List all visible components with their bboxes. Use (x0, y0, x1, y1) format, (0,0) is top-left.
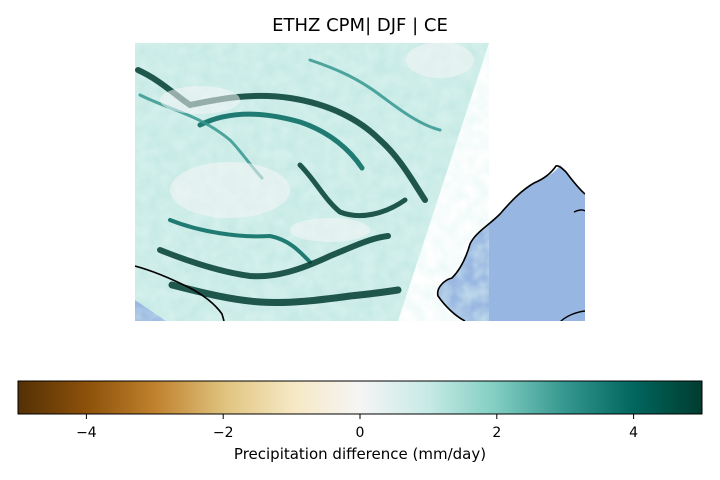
coastline-west (135, 265, 225, 321)
ocean-area-east (437, 165, 585, 321)
colorbar-gradient (17, 380, 703, 415)
colorbar-label: Precipitation difference (mm/day) (233, 445, 487, 463)
colorbar-tick-label: 2 (492, 425, 501, 441)
colorbar-tick-label: −2 (213, 425, 234, 441)
precip-band-5 (157, 233, 391, 280)
precip-light-patch-4 (290, 218, 370, 242)
precip-light-patch-2 (160, 86, 240, 114)
coastline-east-islands (560, 209, 585, 321)
precip-band-2 (197, 111, 365, 171)
colorbar-tick-label: 0 (356, 425, 365, 441)
colorbar-ticks: −4 −2 0 2 4 (76, 414, 638, 441)
colorbar-tick-label: 4 (629, 425, 638, 441)
precip-band-3 (297, 162, 408, 219)
map-panel (135, 43, 585, 321)
colorbar: −4 −2 0 2 4 (17, 380, 703, 441)
precip-band-6 (168, 281, 402, 307)
figure-title: ETHZ CPM| DJF | CE (272, 15, 448, 36)
precip-light-patch-3 (406, 43, 474, 78)
coastline-east (436, 165, 585, 321)
precip-light-patch-1 (170, 162, 290, 218)
colorbar-tick-label: −4 (76, 425, 97, 441)
precipitation-bands (135, 43, 474, 307)
precip-band-8 (308, 58, 442, 132)
precip-band-4 (168, 218, 312, 264)
